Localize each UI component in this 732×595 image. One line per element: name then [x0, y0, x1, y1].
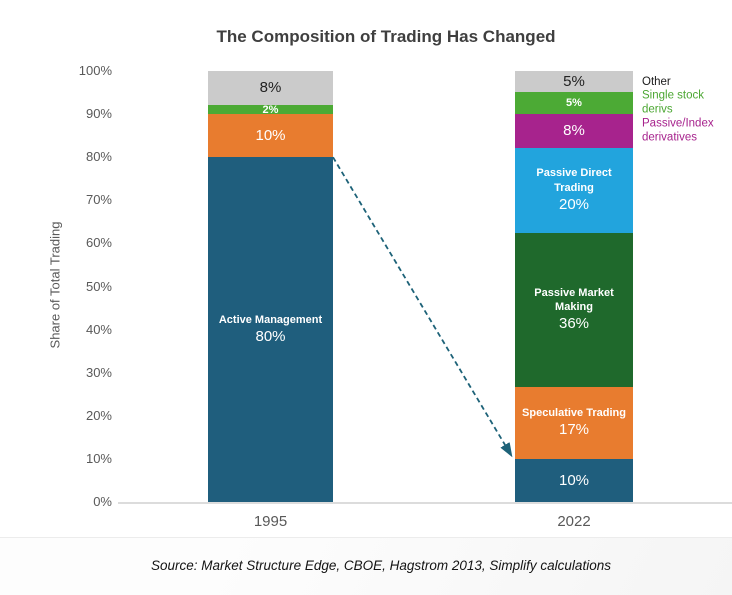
segment-value-label: 5% [566, 96, 582, 109]
x-axis-category-label: 1995 [253, 513, 288, 530]
y-tick-label: 70% [85, 192, 112, 208]
y-tick-label: 80% [85, 149, 112, 165]
chart-title: The Composition of Trading Has Changed [216, 27, 556, 46]
segment-value-label: 8% [563, 121, 585, 139]
footer-background [0, 538, 732, 595]
bar-segment: 8% [208, 71, 333, 106]
y-tick-label: 50% [85, 278, 112, 294]
y-tick-label: 60% [85, 235, 112, 251]
y-tick-label: 40% [85, 321, 112, 337]
segment-value-label: 20% [558, 196, 590, 213]
bar-segment: 10% [208, 114, 333, 158]
bar-segment: Passive Market Making 36% [515, 233, 633, 387]
bar-2022: 5% 5% 8% Passive Direct Trading 20% Passive M… [515, 71, 633, 502]
x-axis-line [118, 502, 732, 504]
bar-segment: 10% [515, 459, 633, 502]
y-tick-label: 10% [85, 450, 112, 466]
trend-dashed-line [332, 156, 513, 458]
y-tick-label: 100% [78, 63, 112, 78]
y-tick-label: 0% [93, 494, 112, 509]
segment-value-label: 5% [563, 72, 585, 90]
chart-bottom-divider [0, 537, 732, 538]
legend-item: Other [642, 75, 671, 88]
segment-value-label: 10% [255, 126, 286, 144]
y-tick-label: 20% [85, 407, 112, 423]
source-note: Source: Market Structure Edge, CBOE, Hag… [151, 558, 611, 573]
bar-segment: Speculative Trading 17% [515, 386, 633, 460]
segment-value-label: 80% [255, 327, 286, 345]
segment-value-label: 17% [558, 421, 590, 439]
segment-value-label: 8% [259, 79, 282, 97]
bar-segment: 5% [515, 92, 633, 114]
legend-item: Passive/Index derivatives [642, 117, 714, 144]
y-tick-label: 90% [85, 106, 112, 122]
bar-1995: 8% 2% 10% Active Management 80% [208, 71, 333, 502]
bar-segment: 8% [515, 113, 633, 148]
segment-value-label: 36% [558, 315, 590, 333]
segment-name-label: Passive Market Making [534, 286, 614, 314]
bar-segment: 5% [515, 71, 633, 93]
legend-item: Single stock derivs [642, 89, 705, 116]
segment-value-label: 2% [262, 105, 279, 115]
y-tick-label: 30% [85, 364, 112, 380]
segment-name-label: Passive Direct Trading [536, 167, 612, 194]
bar-segment: 2% [208, 105, 333, 115]
segment-value-label: 10% [558, 471, 590, 489]
segment-name-label: Active Management [218, 313, 323, 326]
bar-segment: Active Management 80% [208, 157, 333, 502]
bar-segment: Passive Direct Trading 20% [515, 147, 633, 234]
segment-name-label: Speculative Trading [522, 407, 626, 420]
x-axis-category-label: 2022 [557, 513, 591, 530]
